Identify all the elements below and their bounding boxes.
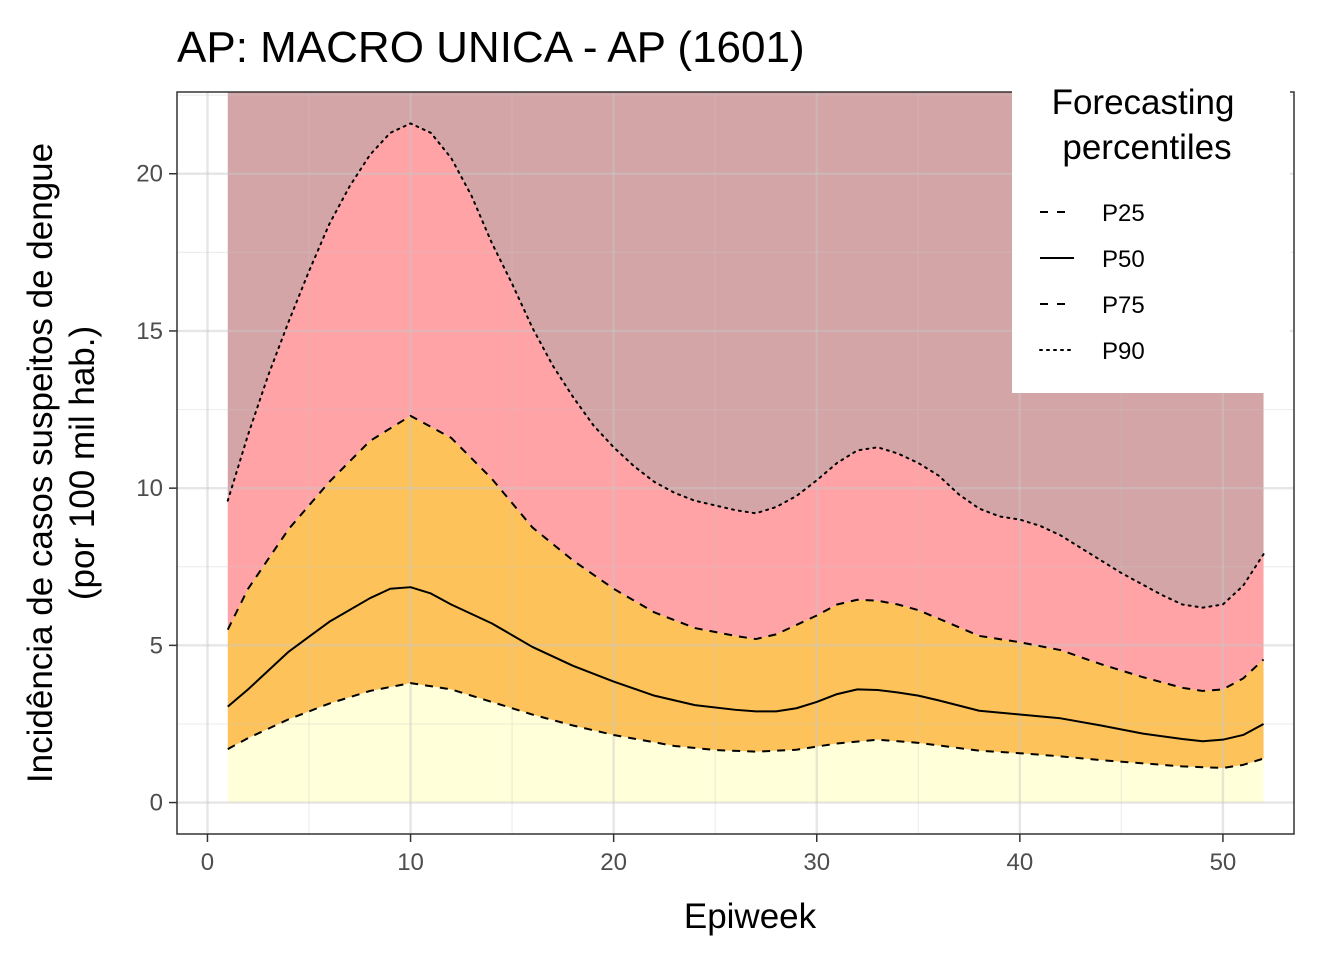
band-above-p90: [227, 92, 1264, 608]
x-tick-label: 50: [1210, 849, 1237, 876]
legend-label-p90: P90: [1102, 338, 1145, 365]
x-tick-label: 30: [803, 849, 830, 876]
y-tick-label: 10: [136, 475, 163, 502]
y-axis-title-line1: Incidência de casos suspeitos de dengue: [21, 143, 60, 783]
legend-label-p75: P75: [1102, 292, 1145, 319]
legend-label-p50: P50: [1102, 246, 1145, 273]
x-axis-title: Epiweek: [684, 897, 817, 936]
percentile-bands: [227, 92, 1264, 803]
line-p90: [226, 122, 1265, 609]
x-tick-label: 20: [600, 849, 627, 876]
band-p75-p90: [227, 123, 1264, 691]
x-axis: 0 10 20 30 40 50: [201, 834, 1236, 876]
chart-title: AP: MACRO UNICA - AP (1601): [177, 23, 805, 72]
y-tick-label: 15: [136, 318, 163, 345]
grid-lines: [177, 92, 1294, 834]
legend: Forecasting percentiles P25 P50 P75 P90: [1012, 83, 1290, 393]
legend-background: [1012, 84, 1290, 393]
x-tick-label: 10: [397, 849, 424, 876]
legend-title-line2: percentiles: [1062, 128, 1231, 167]
y-tick-label: 5: [150, 632, 163, 659]
band-below-p25: [227, 683, 1264, 803]
x-tick-label: 0: [201, 849, 214, 876]
y-axis: 0 5 10 15 20: [136, 161, 177, 817]
y-axis-title: Incidência de casos suspeitos de dengue …: [21, 143, 102, 783]
legend-label-p25: P25: [1102, 200, 1145, 227]
line-p75: [226, 414, 1265, 692]
band-p25-p75: [227, 415, 1264, 768]
y-axis-title-line2: (por 100 mil hab.): [63, 326, 102, 600]
legend-title-line1: Forecasting: [1052, 83, 1235, 122]
y-tick-label: 20: [136, 161, 163, 188]
y-tick-label: 0: [150, 790, 163, 817]
percentile-lines: [226, 122, 1265, 769]
line-p50: [227, 586, 1265, 743]
legend-entries: P25 P50 P75 P90: [1039, 200, 1145, 365]
line-p25: [227, 682, 1264, 769]
plot-panel-border: [176, 91, 1295, 835]
x-tick-label: 40: [1006, 849, 1033, 876]
